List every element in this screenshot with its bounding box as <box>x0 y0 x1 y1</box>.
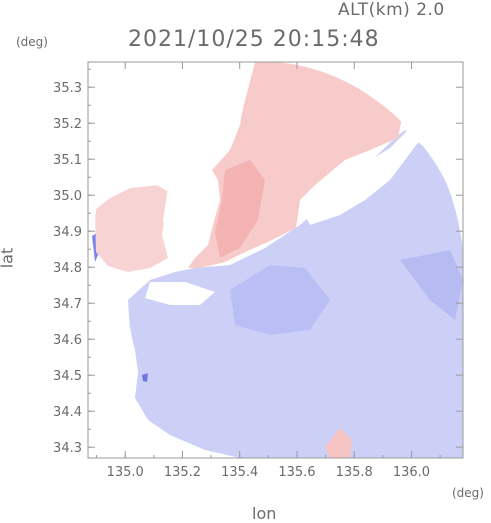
y-tick-label: 34.6 <box>53 333 82 348</box>
blue-velocity-core <box>230 265 330 335</box>
x-tick-label: 136.0 <box>393 465 430 480</box>
y-unit-label: (deg) <box>16 35 48 49</box>
x-tick-label: 135.8 <box>336 465 373 480</box>
y-tick-label: 35.1 <box>53 153 82 168</box>
y-tick-label: 35.3 <box>53 81 82 96</box>
blue-speck-south <box>142 373 148 382</box>
clear-gap <box>145 282 215 305</box>
red-velocity-west <box>95 184 172 272</box>
timestamp-label: 2021/10/25 20:15:48 <box>128 27 380 52</box>
y-tick-label: 34.3 <box>53 441 82 456</box>
altitude-label: ALT(km) 2.0 <box>338 0 445 20</box>
clear-gap <box>300 128 420 225</box>
blue-velocity-core <box>400 250 463 320</box>
y-tick-label: 34.7 <box>53 297 82 312</box>
x-tick-label: 135.0 <box>107 465 144 480</box>
y-axis-title: lat <box>0 247 17 269</box>
red-velocity-core <box>215 160 265 258</box>
y-tick-label: 35.2 <box>53 117 82 132</box>
y-tick-label: 34.8 <box>53 261 82 276</box>
red-speck-south <box>325 428 352 458</box>
y-axis: 35.3 35.2 35.1 35.0 34.9 34.8 34.7 34.6 34.5 34.4… <box>53 68 463 456</box>
x-tick-label: 135.6 <box>278 465 315 480</box>
x-tick-label: 135.2 <box>164 465 201 480</box>
plot-frame <box>87 61 464 459</box>
y-tick-label: 34.4 <box>53 405 82 420</box>
y-tick-label: 34.9 <box>53 225 82 240</box>
x-axis: 135.0 135.2 135.4 135.6 135.8 136.0 <box>96 62 441 480</box>
y-tick-label: 35.0 <box>53 189 82 204</box>
x-unit-label: (deg) <box>452 486 484 500</box>
x-tick-label: 135.4 <box>221 465 258 480</box>
clear-gap <box>163 178 212 262</box>
y-tick-label: 34.5 <box>53 369 82 384</box>
x-axis-title: lon <box>252 504 277 523</box>
